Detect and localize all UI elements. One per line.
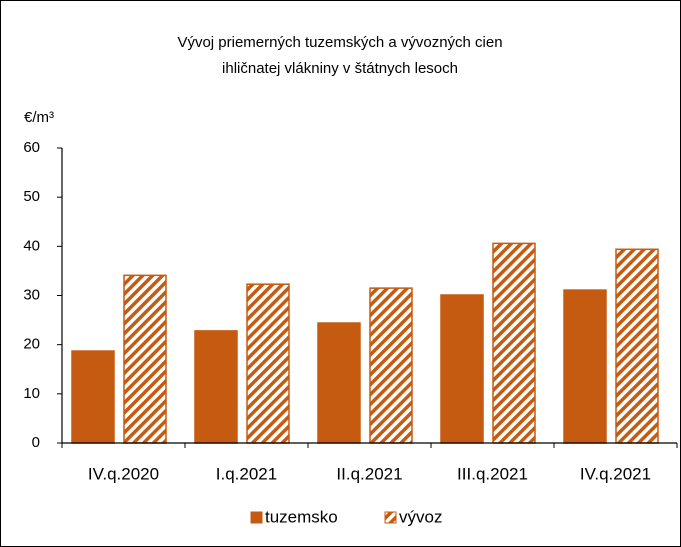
legend-label: vývoz bbox=[399, 507, 442, 526]
bar bbox=[194, 330, 238, 444]
bar bbox=[563, 289, 607, 444]
y-tick-label: 20 bbox=[23, 336, 40, 353]
y-tick-label: 10 bbox=[23, 385, 40, 402]
y-tick-label: 60 bbox=[23, 139, 40, 156]
y-tick-label: 30 bbox=[23, 286, 40, 303]
y-tick-label: 40 bbox=[23, 237, 40, 254]
bar bbox=[492, 242, 536, 444]
legend-swatch bbox=[250, 511, 263, 524]
x-tick-label: II.q.2021 bbox=[336, 464, 402, 483]
y-tick-label: 50 bbox=[23, 188, 40, 205]
legend-label: tuzemsko bbox=[265, 507, 338, 526]
legend-swatch bbox=[384, 511, 397, 524]
bar bbox=[440, 294, 484, 444]
bar bbox=[246, 283, 290, 444]
bar bbox=[123, 274, 167, 444]
y-tick-label: 0 bbox=[32, 434, 40, 451]
bar bbox=[615, 248, 659, 444]
bar bbox=[369, 287, 413, 444]
y-axis-label: €/m³ bbox=[24, 109, 54, 126]
bar bbox=[71, 350, 115, 444]
x-tick-label: III.q.2021 bbox=[457, 464, 528, 483]
bar bbox=[317, 322, 361, 444]
chart-title: ihličnatej vlákniny v štátnych lesoch bbox=[222, 60, 458, 77]
chart-title: Vývoj priemerných tuzemských a vývozných… bbox=[177, 34, 502, 51]
x-tick-label: IV.q.2020 bbox=[88, 464, 159, 483]
x-tick-label: I.q.2021 bbox=[216, 464, 277, 483]
x-tick-label: IV.q.2021 bbox=[580, 464, 651, 483]
